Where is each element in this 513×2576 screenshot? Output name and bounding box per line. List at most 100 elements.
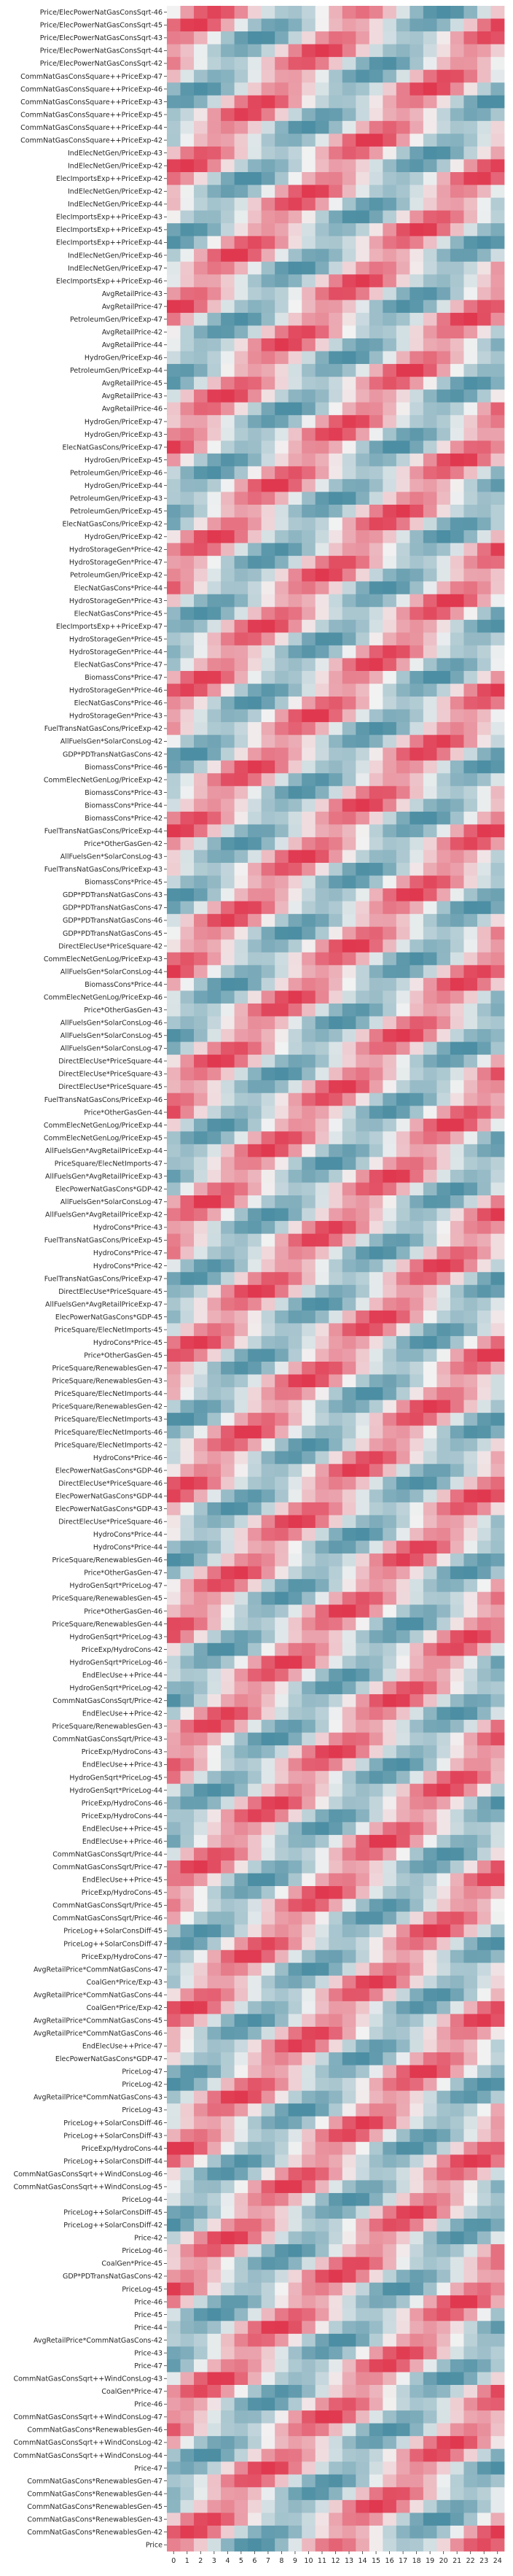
heatmap-cell (207, 2525, 222, 2539)
heatmap-cell (248, 1067, 262, 1081)
heatmap-cell (207, 1055, 222, 1068)
heatmap-cell (342, 2167, 356, 2181)
heatmap-cell (248, 1566, 262, 1580)
heatmap-cell (329, 1873, 343, 1887)
heatmap-cell (342, 171, 356, 185)
heatmap-cell (356, 2065, 370, 2079)
heatmap-cell (477, 2385, 491, 2398)
heatmap-cell (329, 2001, 343, 2014)
heatmap-cell (221, 1259, 235, 1273)
heatmap-cell (477, 1681, 491, 1695)
heatmap-cell (329, 594, 343, 608)
heatmap-cell (261, 1847, 275, 1861)
heatmap-cell (194, 1131, 208, 1145)
heatmap-cell (315, 2282, 329, 2296)
heatmap-cell (248, 2474, 262, 2488)
heatmap-cell (396, 837, 410, 850)
heatmap-cell (477, 1195, 491, 1209)
heatmap-cell (221, 1131, 235, 1145)
heatmap-cell (423, 1553, 437, 1567)
heatmap-cell (410, 1464, 424, 1478)
heatmap-cell (315, 1771, 329, 1785)
heatmap-cell (490, 1975, 505, 1989)
heatmap-cell (221, 1055, 235, 1068)
heatmap-cell (410, 1617, 424, 1631)
heatmap-cell (167, 2065, 181, 2079)
heatmap-cell (315, 850, 329, 864)
heatmap-cell (248, 1975, 262, 1989)
heatmap-cell (221, 2205, 235, 2219)
heatmap-cell (248, 492, 262, 505)
heatmap-cell (490, 1950, 505, 1963)
heatmap-cell (396, 824, 410, 838)
heatmap-cell (463, 1055, 478, 1068)
heatmap-cell (423, 441, 437, 454)
heatmap-cell (248, 1834, 262, 1848)
heatmap-cell (450, 159, 464, 173)
heatmap-cell (234, 44, 248, 58)
heatmap-cell (463, 837, 478, 850)
heatmap-cell (477, 2423, 491, 2437)
heatmap-cell (396, 1988, 410, 2002)
heatmap-cell (315, 2308, 329, 2321)
heatmap-cell (315, 2372, 329, 2386)
heatmap-cell (261, 683, 275, 697)
heatmap-cell (342, 1118, 356, 1132)
heatmap-cell (248, 901, 262, 915)
heatmap-cell (450, 2257, 464, 2270)
heatmap-cell (490, 645, 505, 659)
heatmap-cell (410, 2308, 424, 2321)
heatmap-cell (477, 2397, 491, 2411)
heatmap-cell (288, 607, 302, 621)
heatmap-cell (436, 939, 451, 953)
heatmap-cell (194, 236, 208, 249)
heatmap-cell (396, 1809, 410, 1823)
heatmap-cell (275, 1847, 289, 1861)
heatmap-cell (423, 1041, 437, 1055)
heatmap-cell (234, 2244, 248, 2258)
heatmap-cell (315, 2525, 329, 2539)
heatmap-cell (248, 811, 262, 825)
heatmap-cell (288, 1898, 302, 1912)
heatmap-cell (450, 799, 464, 812)
heatmap-cell (194, 1323, 208, 1337)
heatmap-cell (477, 1233, 491, 1247)
heatmap-cell (329, 1387, 343, 1401)
heatmap-cell (463, 2116, 478, 2130)
heatmap-cell (450, 171, 464, 185)
heatmap-cell (207, 901, 222, 915)
heatmap-cell (261, 95, 275, 109)
heatmap-cell (275, 837, 289, 850)
heatmap-cell (261, 2001, 275, 2014)
heatmap-cell (463, 888, 478, 902)
heatmap-cell (342, 159, 356, 173)
heatmap-cell (261, 2359, 275, 2373)
heatmap-cell (410, 364, 424, 377)
heatmap-cell (369, 965, 383, 979)
heatmap-cell (167, 1656, 181, 1669)
heatmap-cell (477, 990, 491, 1004)
heatmap-cell (490, 2385, 505, 2398)
heatmap-cell (167, 69, 181, 83)
heatmap-cell (248, 1259, 262, 1273)
heatmap-cell (450, 1566, 464, 1580)
heatmap-cell (477, 1540, 491, 1554)
heatmap-cell (356, 338, 370, 352)
heatmap-cell (436, 415, 451, 429)
heatmap-cell (463, 1681, 478, 1695)
heatmap-cell (234, 2167, 248, 2181)
heatmap-cell (477, 1783, 491, 1797)
heatmap-cell (221, 312, 235, 326)
heatmap-cell (490, 376, 505, 390)
heatmap-cell (288, 2270, 302, 2284)
heatmap-cell (450, 619, 464, 633)
heatmap-cell (410, 95, 424, 109)
heatmap-cell (463, 1272, 478, 1286)
heatmap-cell (180, 670, 195, 684)
heatmap-cell (221, 466, 235, 480)
heatmap-cell (423, 683, 437, 697)
heatmap-cell (261, 1937, 275, 1951)
heatmap-cell (315, 1425, 329, 1439)
heatmap-cell (315, 1975, 329, 1989)
heatmap-cell (410, 1093, 424, 1106)
